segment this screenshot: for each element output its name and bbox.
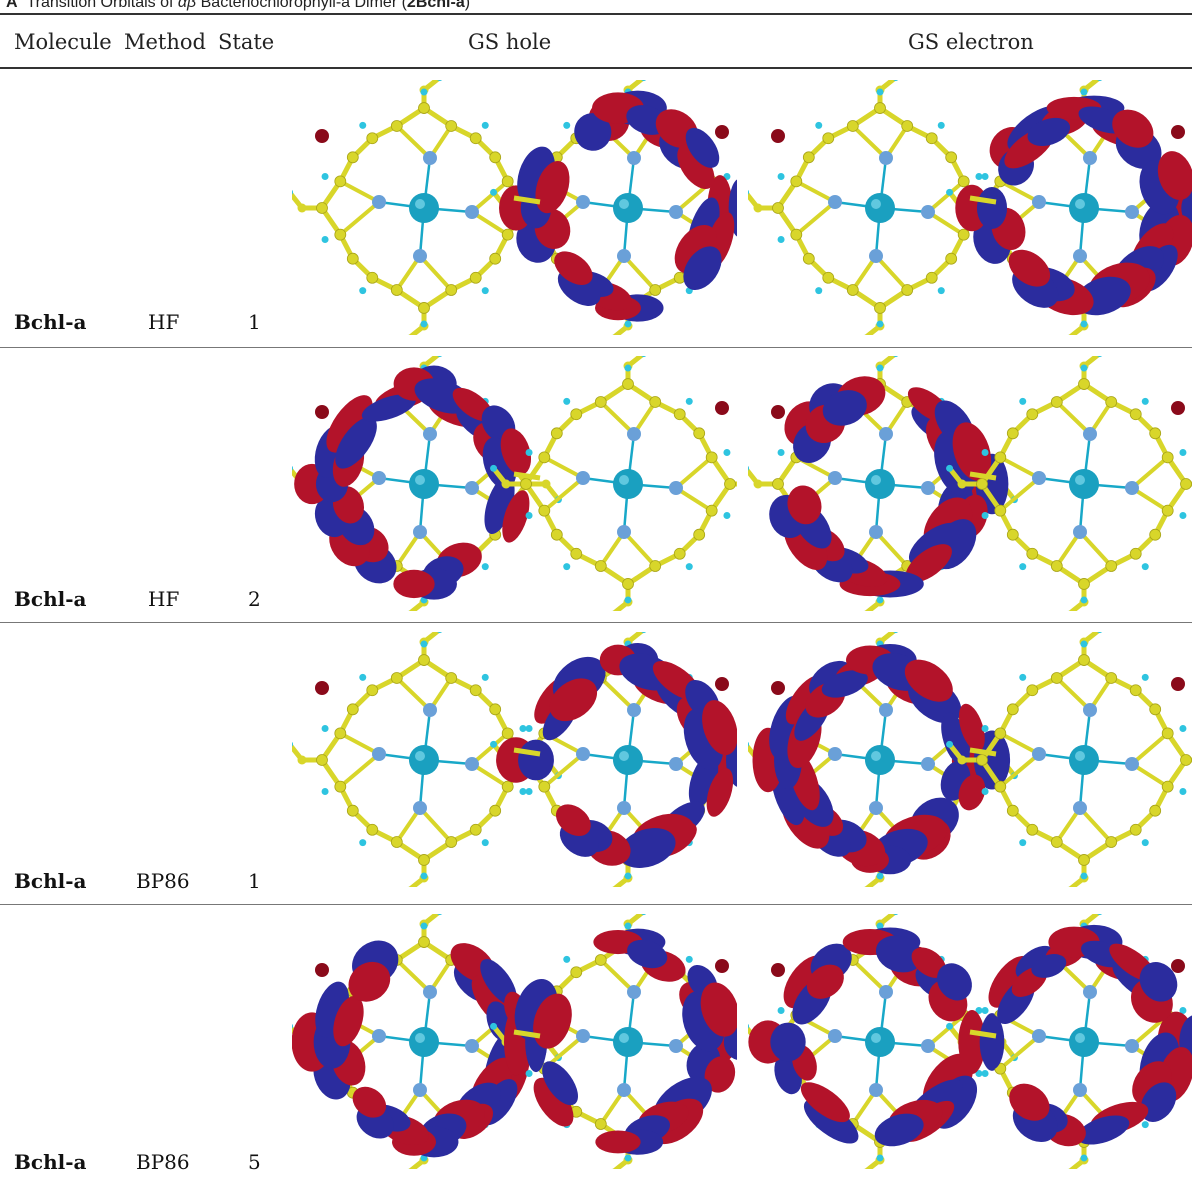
method-cell: HF: [148, 587, 180, 611]
orbital-svg: [748, 356, 1192, 611]
gs-electron-image: [748, 80, 1192, 335]
orbital-svg: [292, 356, 737, 611]
method-cell: BP86: [136, 1150, 190, 1174]
row-divider: [0, 622, 1192, 623]
table-caption: A Transition Orbitals of αβ Bacteriochlo…: [6, 0, 471, 11]
state-cell: 1: [248, 310, 261, 334]
header-gs-electron: GS electron: [908, 30, 1034, 54]
gs-electron-image: [748, 914, 1192, 1169]
molecule-cell: Bchl-a: [14, 869, 87, 893]
gs-hole-image: [292, 914, 737, 1169]
orbital-svg: [748, 80, 1192, 335]
gs-hole-image: [292, 356, 737, 611]
header-molecule: Molecule: [14, 30, 112, 54]
row-divider: [0, 904, 1192, 905]
orbital-svg: [748, 632, 1192, 887]
header-gs-hole: GS hole: [468, 30, 552, 54]
state-cell: 5: [248, 1150, 261, 1174]
header-method: Method: [124, 30, 206, 54]
header-state: State: [218, 30, 275, 54]
gs-electron-image: [748, 632, 1192, 887]
molecule-cell: Bchl-a: [14, 310, 87, 334]
orbital-svg: [748, 914, 1192, 1169]
orbital-svg: [292, 914, 737, 1169]
row-divider: [0, 347, 1192, 348]
gs-electron-image: [748, 356, 1192, 611]
molecule-cell: Bchl-a: [14, 587, 87, 611]
orbital-svg: [292, 80, 737, 335]
molecule-cell: Bchl-a: [14, 1150, 87, 1174]
top-rule: [0, 13, 1192, 15]
gs-hole-image: [292, 80, 737, 335]
gs-hole-image: [292, 632, 737, 887]
method-cell: BP86: [136, 869, 190, 893]
header-rule: [0, 67, 1192, 69]
state-cell: 2: [248, 587, 261, 611]
state-cell: 1: [248, 869, 261, 893]
method-cell: HF: [148, 310, 180, 334]
orbital-svg: [292, 632, 737, 887]
